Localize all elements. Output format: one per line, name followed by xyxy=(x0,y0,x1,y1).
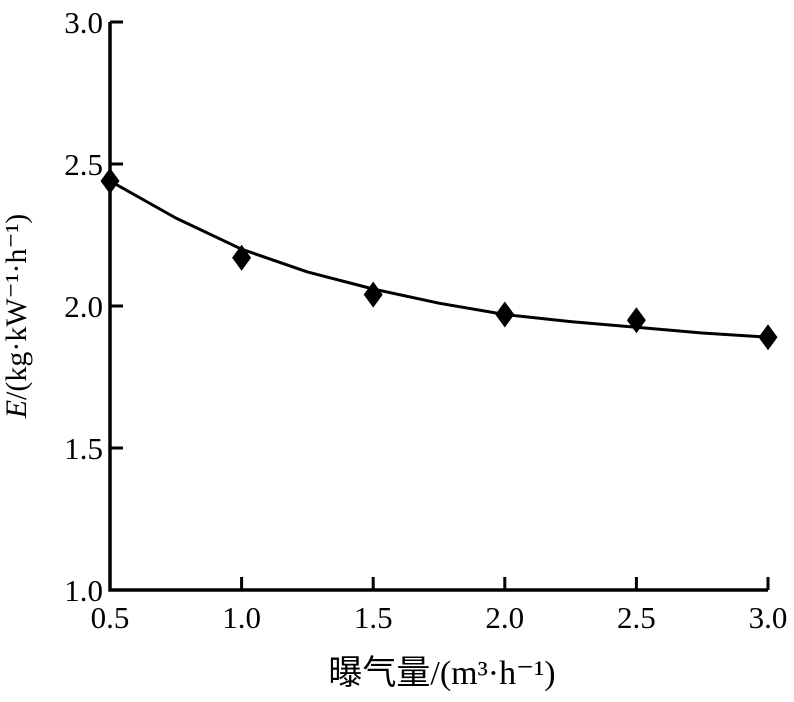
data-point-marker xyxy=(495,301,515,328)
y-axis-label-units: /(kg·kW⁻¹·h⁻¹) xyxy=(0,214,33,400)
x-tick-label: 1.5 xyxy=(354,600,393,635)
axis-spines xyxy=(108,22,768,592)
x-tick-label: 2.0 xyxy=(485,600,524,635)
y-tick-label: 1.0 xyxy=(64,573,103,608)
tick-labels: 0.5 1.0 1.5 2.0 2.5 3.01.01.52.02.53.0 xyxy=(64,5,787,635)
y-tick-label: 2.0 xyxy=(64,289,103,324)
x-axis-label: 曝气量/(m³·h⁻¹) xyxy=(328,654,555,692)
data-point-marker xyxy=(100,168,120,195)
data-point-marker xyxy=(626,307,646,334)
tick-marks xyxy=(108,20,770,592)
data-point-marker xyxy=(363,281,383,308)
trend-curve xyxy=(108,179,770,339)
y-axis-label-symbol: E xyxy=(0,400,33,419)
y-tick-label: 2.5 xyxy=(64,147,103,182)
x-tick-label: 1.0 xyxy=(222,600,261,635)
y-axis-label: E/(kg·kW⁻¹·h⁻¹) xyxy=(0,214,33,420)
x-tick-label: 3.0 xyxy=(749,600,788,635)
data-point-marker xyxy=(758,324,778,351)
axes xyxy=(108,22,768,592)
x-tick-label: 2.5 xyxy=(617,600,656,635)
y-tick-label: 3.0 xyxy=(64,5,103,40)
y-tick-label: 1.5 xyxy=(64,431,103,466)
x-tick-label: 0.5 xyxy=(91,600,130,635)
data-series xyxy=(100,168,778,351)
data-point-marker xyxy=(232,244,252,271)
